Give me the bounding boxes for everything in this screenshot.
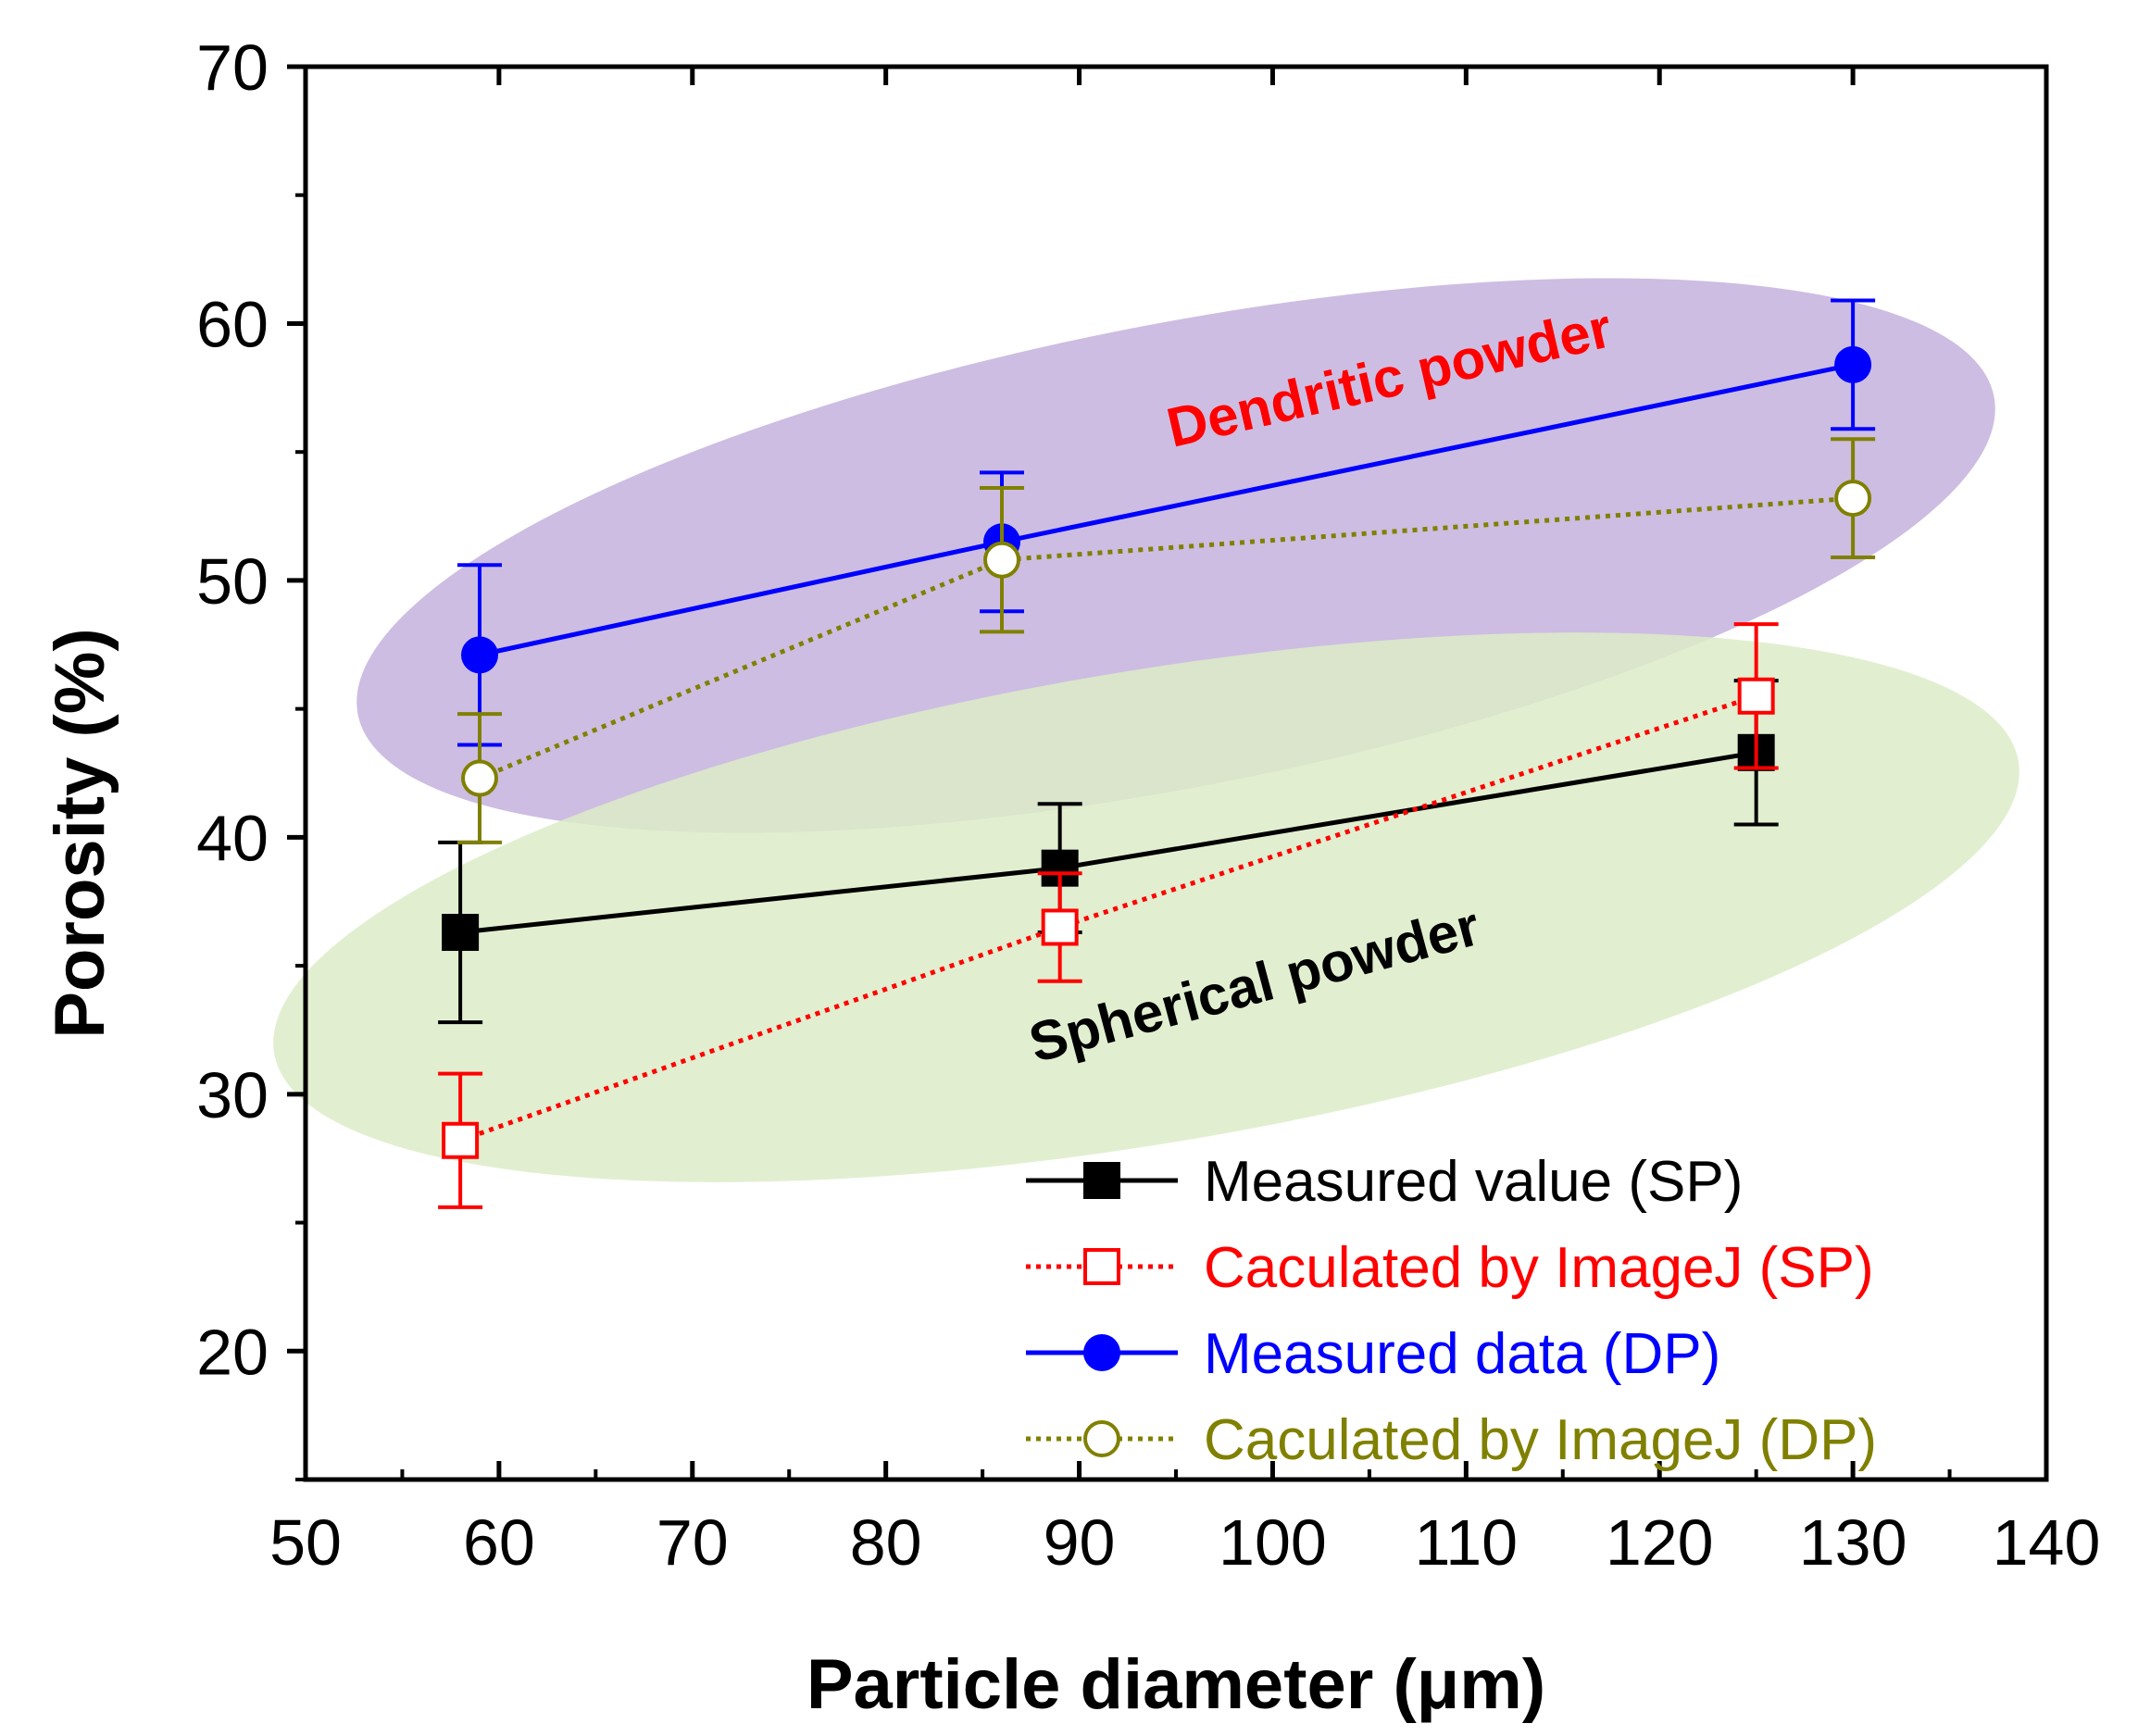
x-tick-label: 100 [1219,1506,1327,1579]
highlight-regions [273,278,2019,1182]
data-point [1737,677,1775,715]
y-tick-label: 20 [196,1316,269,1388]
region-dendritic [356,278,1995,833]
data-point [461,636,498,674]
series-1 [438,622,1779,1209]
legend-label: Caculated by ImageJ (SP) [1204,1236,1874,1300]
legend-label: Measured value (SP) [1204,1150,1743,1214]
x-tick-label: 110 [1415,1506,1519,1579]
legend-marker [1083,1420,1120,1457]
data-point [1834,345,1872,383]
x-tick-label: 50 [269,1506,342,1579]
data-point [1834,480,1872,518]
y-axis-title: Porosity (%) [41,628,119,1038]
data-point [461,759,498,797]
y-tick-label: 30 [196,1059,269,1131]
y-tick-label: 40 [196,802,269,874]
y-tick-label: 50 [196,545,269,618]
x-tick-label: 130 [1799,1506,1907,1579]
y-tick-label: 70 [196,31,269,104]
x-tick-label: 60 [463,1506,535,1579]
y-tick-label: 60 [196,288,269,360]
legend-label: Measured data (DP) [1204,1322,1720,1386]
legend-label: Caculated by ImageJ (DP) [1204,1408,1877,1472]
data-point [1041,908,1079,946]
x-tick-label: 80 [850,1506,922,1579]
x-tick-label: 140 [1993,1506,2101,1579]
x-axis-title: Particle diameter (μm) [806,1645,1545,1724]
region-spherical [273,632,2019,1182]
series-layer [438,298,1876,1209]
x-tick-label: 70 [656,1506,729,1579]
x-tick-label: 120 [1606,1506,1714,1579]
axis-ticks: 50 60 70 80 90 100 110 120 130 140 20 30 40 50 60 70 [196,31,2100,1579]
x-tick-label: 90 [1044,1506,1116,1579]
legend-marker [1083,1162,1120,1199]
data-point [442,1121,480,1159]
data-point [983,541,1020,579]
legend: Measured value (SP) Caculated by ImageJ (… [1026,1150,1877,1472]
data-point [442,914,480,952]
series-3 [457,437,1876,844]
legend-marker [1083,1248,1120,1285]
legend-marker [1083,1334,1120,1371]
series-line [479,495,1854,781]
